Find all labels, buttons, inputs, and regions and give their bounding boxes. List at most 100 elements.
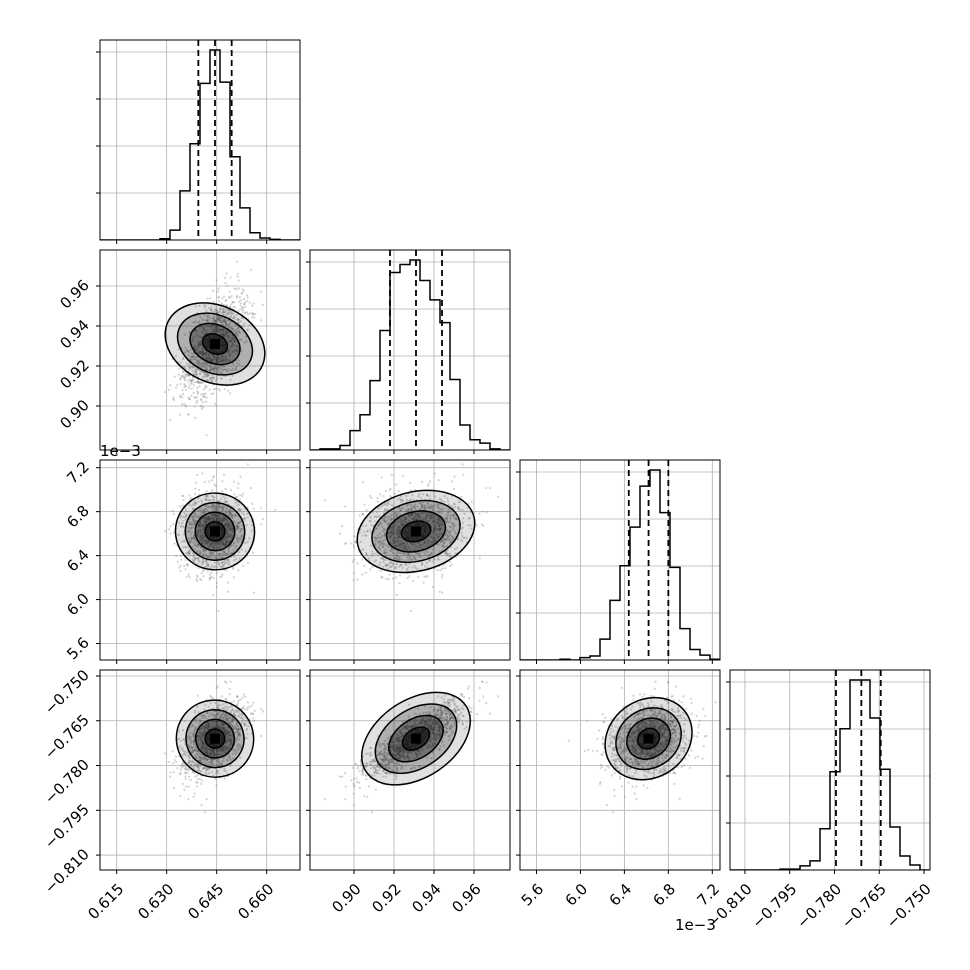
sample-point [352, 572, 356, 575]
sample-point [192, 352, 195, 355]
sample-point [236, 524, 239, 528]
sample-point [393, 544, 396, 547]
sample-point [235, 695, 239, 698]
sample-point [198, 759, 201, 762]
sample-point [204, 392, 207, 395]
sample-point [223, 767, 226, 770]
sample-point [202, 553, 205, 556]
sample-point [232, 529, 235, 532]
sample-point [188, 552, 191, 555]
sample-point [409, 505, 413, 508]
sample-point [207, 747, 211, 750]
sample-point [241, 720, 244, 723]
sample-point [240, 721, 243, 725]
sample-point [201, 352, 204, 355]
sample-point [389, 549, 392, 552]
sample-point [249, 268, 253, 272]
sample-point [226, 706, 229, 709]
sample-point [193, 542, 197, 546]
sample-point [409, 549, 412, 552]
sample-point [218, 517, 221, 520]
sample-point [215, 505, 218, 508]
sample-point [208, 578, 211, 581]
sample-point [169, 532, 172, 535]
sample-point [384, 564, 388, 567]
sample-point [416, 514, 420, 517]
sample-point [208, 751, 212, 754]
sample-point [190, 382, 193, 385]
sample-point [481, 523, 484, 526]
sample-point [448, 525, 451, 528]
sample-point [215, 722, 218, 725]
sample-point [230, 536, 233, 539]
sample-point [429, 517, 432, 520]
sample-point [217, 726, 220, 730]
sample-point [393, 539, 396, 543]
sample-point [192, 541, 195, 544]
sample-point [215, 518, 218, 522]
sample-point [201, 517, 204, 520]
sample-point [384, 551, 387, 554]
sample-point [163, 391, 167, 394]
sample-point [387, 546, 390, 549]
sample-point [229, 540, 232, 543]
sample-point [217, 703, 220, 706]
sample-point [191, 514, 194, 517]
sample-point [425, 519, 428, 522]
sample-point [207, 372, 210, 376]
sample-point [181, 522, 184, 525]
sample-point [213, 319, 217, 323]
sample-point [453, 502, 456, 505]
sample-point [203, 304, 206, 307]
sample-point [214, 726, 218, 729]
sample-point [185, 373, 188, 377]
sample-point [223, 544, 226, 547]
sample-point [367, 557, 371, 560]
sample-point [222, 728, 225, 731]
sample-point [395, 551, 399, 554]
sample-point [219, 704, 222, 707]
sample-point [439, 527, 442, 531]
sample-point [193, 347, 197, 350]
sample-point [379, 561, 382, 564]
sample-point [191, 508, 194, 511]
sample-point [204, 375, 207, 378]
sample-point [181, 494, 184, 498]
sample-point [192, 771, 195, 774]
sample-point [187, 744, 191, 748]
sample-point [445, 551, 448, 554]
sample-point [183, 771, 187, 774]
sample-point [208, 388, 211, 391]
sample-point [207, 768, 210, 771]
sample-point [212, 774, 215, 777]
sample-point [440, 539, 443, 542]
sample-point [389, 534, 392, 538]
sample-point [226, 716, 229, 720]
sample-point [212, 516, 215, 519]
sample-point [215, 515, 218, 518]
sample-point [221, 316, 224, 319]
sample-point [184, 405, 187, 408]
sample-point [206, 324, 209, 327]
sample-point [201, 537, 204, 540]
sample-point [395, 554, 399, 557]
sample-point [394, 566, 397, 569]
sample-point [173, 542, 176, 545]
sample-point [193, 501, 196, 505]
sample-point [208, 556, 212, 559]
sample-point [199, 341, 202, 344]
sample-point [212, 387, 216, 391]
sample-point [399, 509, 403, 512]
sample-point [233, 336, 236, 340]
sample-point [375, 511, 378, 514]
sample-point [223, 680, 227, 683]
sample-point [237, 527, 240, 530]
sample-point [231, 350, 234, 354]
sample-point [188, 330, 191, 334]
sample-point [219, 360, 223, 363]
sample-point [449, 525, 452, 528]
sample-point [218, 506, 221, 510]
sample-point [447, 514, 450, 517]
sample-point [228, 730, 231, 733]
sample-point [202, 509, 205, 512]
